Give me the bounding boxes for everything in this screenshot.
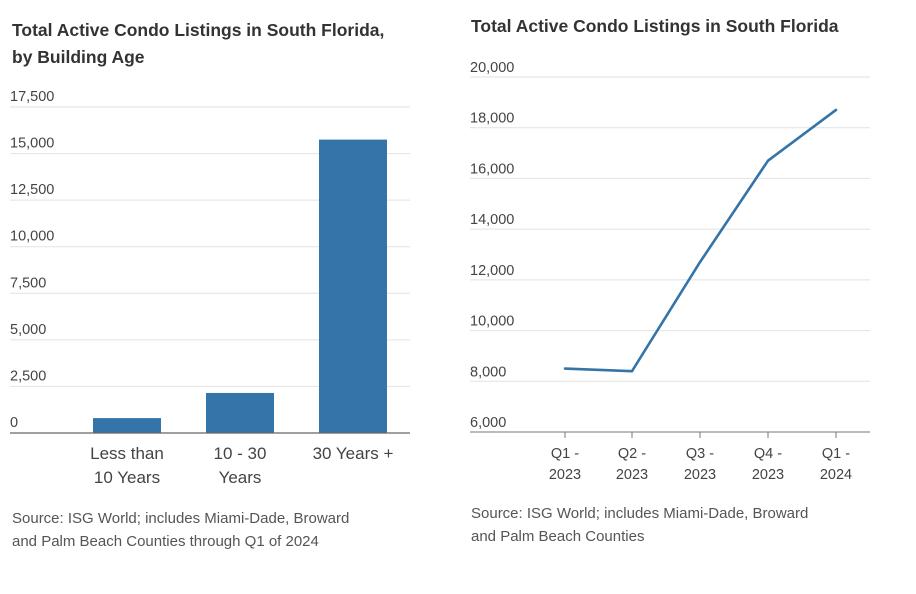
line-x-tick-label: 2024: [820, 467, 852, 483]
bars: [93, 139, 387, 433]
line-x-tick-label: Q3 -: [686, 446, 714, 462]
line-x-tick-label: 2023: [684, 467, 716, 483]
line-chart-source-line-2: and Palm Beach Counties: [471, 528, 645, 545]
bar-chart-source-line-1: Source: ISG World; includes Miami-Dade, …: [12, 510, 350, 527]
bar-y-tick-label: 12,500: [10, 182, 54, 198]
line-chart: 6,000 8,000 10,000 12,000 14,000 16,000 18,000…: [470, 60, 870, 483]
bar: [206, 392, 274, 433]
line-chart-panel: Total Active Condo Listings in South Flo…: [458, 0, 916, 594]
line-x-ticks: [564, 432, 837, 438]
bar-chart-source-line-2: and Palm Beach Counties through Q1 of 20…: [12, 533, 319, 550]
line-y-tick-label: 16,000: [470, 161, 514, 177]
line-chart-source: Source: ISG World; includes Miami-Dade, …: [471, 502, 808, 548]
bar-x-tick-label: 10 Years: [94, 468, 160, 487]
line-x-tick-label: Q1 -: [822, 446, 850, 462]
bar-x-tick-label: Years: [219, 468, 262, 487]
line-y-tick-label: 20,000: [470, 60, 514, 76]
bar: [319, 139, 387, 433]
line-x-tick-labels: Q1 - 2023 Q2 - 2023 Q3 - 2023 Q4 - 2023 Q1 - 2024: [549, 446, 852, 483]
line-x-tick-label: 2023: [549, 467, 581, 483]
line-y-tick-label: 14,000: [470, 212, 514, 228]
bar-x-tick-label: 10 - 30: [214, 444, 267, 463]
line-gridlines: [470, 76, 870, 382]
bar-x-tick-label: Less than: [90, 444, 164, 463]
bar-chart-title: Total Active Condo Listings in South Flo…: [12, 17, 384, 71]
series-line: [563, 108, 838, 373]
bar-x-tick-labels: Less than 10 Years 10 - 30 Years 30 Years +: [90, 444, 393, 487]
line-x-tick-label: Q1 -: [551, 446, 579, 462]
bar-chart-panel: Total Active Condo Listings in South Flo…: [0, 0, 440, 594]
line-x-tick-label: Q4 -: [754, 446, 782, 462]
bar: [93, 418, 161, 433]
bar-x-tick-label: 30 Years +: [313, 444, 394, 463]
bar-y-tick-label: 15,000: [10, 136, 54, 152]
line-chart-title: Total Active Condo Listings in South Flo…: [471, 16, 839, 36]
bar-chart: 0 2,500 5,000 7,500 10,000 12,500 15,000 17,500…: [10, 89, 410, 487]
bar-y-tick-label: 10,000: [10, 229, 54, 245]
line-y-tick-label: 6,000: [470, 415, 506, 431]
line-y-tick-label: 12,000: [470, 263, 514, 279]
bar-y-tick-labels: 0 2,500 5,000 7,500 10,000 12,500 15,000 17,500: [10, 89, 54, 431]
line-x-tick-label: 2023: [752, 467, 784, 483]
line-x-tick-label: 2023: [616, 467, 648, 483]
line-y-tick-label: 8,000: [470, 364, 506, 380]
bar-y-tick-label: 7,500: [10, 275, 46, 291]
line-y-tick-labels: 6,000 8,000 10,000 12,000 14,000 16,000 18,000…: [470, 60, 514, 431]
bar-chart-source: Source: ISG World; includes Miami-Dade, …: [12, 507, 349, 553]
bar-chart-title-line-1: Total Active Condo Listings in South Flo…: [12, 20, 385, 40]
bar-y-tick-label: 5,000: [10, 322, 46, 338]
bar-y-tick-label: 0: [10, 415, 18, 431]
line-chart-source-line-1: Source: ISG World; includes Miami-Dade, …: [471, 505, 809, 522]
line-x-tick-label: Q2 -: [618, 446, 646, 462]
bar-chart-title-line-2: by Building Age: [12, 47, 145, 67]
line-y-tick-label: 10,000: [470, 314, 514, 330]
bar-y-tick-label: 17,500: [10, 89, 54, 105]
line-y-tick-label: 18,000: [470, 111, 514, 127]
bar-y-tick-label: 2,500: [10, 368, 46, 384]
